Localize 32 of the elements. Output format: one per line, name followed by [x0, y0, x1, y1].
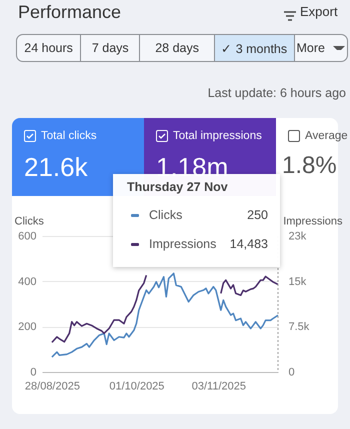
- y2-axis-title: Impressions: [283, 216, 343, 228]
- y2-tick-label: 23k: [288, 230, 307, 242]
- text: Performance: [18, 2, 122, 23]
- y-axis-title: Clicks: [14, 216, 44, 228]
- text: 7 days: [81, 35, 140, 61]
- text: More: [296, 40, 326, 57]
- text: Last update: 6 hours ago: [208, 86, 346, 100]
- y-tick-label: 600: [18, 230, 36, 242]
- y2-tick-label: 0: [288, 366, 295, 378]
- x-tick-label: 28/08/2025: [24, 380, 80, 392]
- y-tick-label: 400: [18, 276, 36, 288]
- y-tick-label: 0: [30, 366, 36, 378]
- legend-label: Impressions: [149, 237, 216, 251]
- text: 28 days: [140, 35, 215, 61]
- text: Total impressions: [173, 130, 262, 142]
- text: 1.8%: [282, 152, 337, 180]
- text: 24 hours: [17, 35, 82, 61]
- text: 250: [247, 208, 268, 222]
- text: Export: [300, 4, 338, 19]
- y-tick-label: 200: [18, 321, 36, 334]
- text: Total clicks: [41, 130, 97, 142]
- text: Thursday 27 Nov: [127, 180, 228, 194]
- x-tick-label: 01/10/2025: [109, 380, 164, 392]
- line-series: [51, 272, 279, 358]
- text: ✓ 3 months: [214, 35, 295, 61]
- x-tick-label: 03/11/2025: [192, 380, 246, 392]
- text: Average: [305, 130, 348, 142]
- y2-tick-label: 7.5k: [288, 321, 310, 334]
- text: 21.6k: [24, 152, 88, 183]
- legend-label: Clicks: [149, 208, 182, 222]
- y2-tick-label: 15k: [288, 276, 307, 288]
- annotation: 14,483: [230, 237, 268, 251]
